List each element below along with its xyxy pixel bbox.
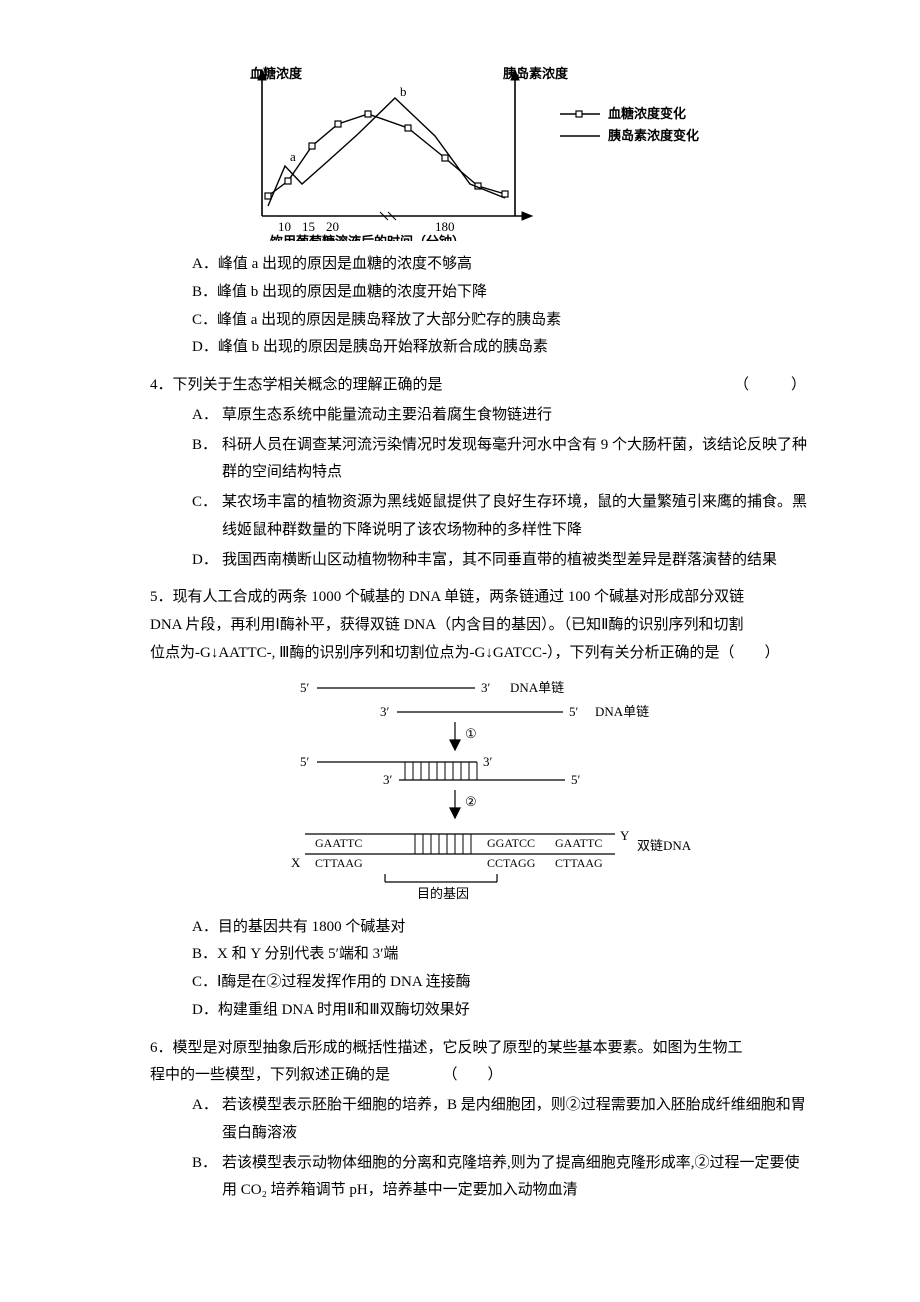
chart1-xtick-1: 15 — [302, 219, 315, 234]
c2-seq-bl: CTTAAG — [315, 856, 363, 870]
q3-figure: 血糖浓度 胰岛素浓度 10 15 20 180 饮用葡萄糖溶液后的时间（分钟） … — [240, 66, 810, 241]
q5-p1: 5．现有人工合成的两条 1000 个碱基的 DNA 单链，两条链通过 100 个… — [150, 584, 810, 612]
q5-option-a: A．目的基因共有 1800 个碱基对 — [192, 914, 810, 942]
q5-figure: 5′ 3′ DNA单链 3′ 5′ DNA单链 ① 5′ 3′ 3′ 5′ ② — [150, 674, 810, 904]
c2-seq-tm: GGATCC — [487, 836, 535, 850]
chart1-xtick-3: 180 — [435, 219, 455, 234]
chart1-legend-1: 胰岛素浓度变化 — [608, 128, 699, 143]
c2-seq-tr: GAATTC — [555, 836, 602, 850]
q4-option-d: D．我国西南横断山区动植物物种丰富，其不同垂直带的植被类型差异是群落演替的结果 — [192, 547, 810, 575]
q6-b-text: 若该模型表示动物体细胞的分离和克隆培养,则为了提高细胞克隆形成率,②过程一定要使… — [222, 1155, 800, 1199]
q6-option-b: B．若该模型表示动物体细胞的分离和克隆培养,则为了提高细胞克隆形成率,②过程一定… — [192, 1150, 810, 1206]
c2-ss-2: DNA单链 — [595, 704, 649, 719]
q4-b-text: 科研人员在调查某河流污染情况时发现每毫升河水中含有 9 个大肠杆菌，该结论反映了… — [222, 437, 807, 481]
q6-p2: 程中的一些模型，下列叙述正确的是 （ ） — [150, 1062, 810, 1090]
q4-c-text: 某农场丰富的植物资源为黑线姬鼠提供了良好生存环境，鼠的大量繁殖引来鹰的捕食。黑线… — [222, 494, 807, 538]
q6: 6．模型是对原型抽象后形成的概括性描述，它反映了原型的某些基本要素。如图为生物工… — [150, 1035, 810, 1206]
q4-option-c: C．某农场丰富的植物资源为黑线姬鼠提供了良好生存环境，鼠的大量繁殖引来鹰的捕食。… — [192, 489, 810, 545]
svg-text:3′: 3′ — [483, 754, 493, 769]
q3-options: A．峰值 a 出现的原因是血糖的浓度不够高 B．峰值 b 出现的原因是血糖的浓度… — [192, 251, 810, 362]
q6-p1: 6．模型是对原型抽象后形成的概括性描述，它反映了原型的某些基本要素。如图为生物工 — [150, 1035, 810, 1063]
c2-ss-1: DNA单链 — [510, 680, 564, 695]
svg-text:5′: 5′ — [571, 772, 581, 787]
c2-3p-1: 3′ — [380, 704, 390, 719]
q5-option-b: B．X 和 Y 分别代表 5′端和 3′端 — [192, 941, 810, 969]
chart1-svg: 血糖浓度 胰岛素浓度 10 15 20 180 饮用葡萄糖溶液后的时间（分钟） … — [240, 66, 710, 241]
c2-seq-br: CTTAAG — [555, 856, 603, 870]
c2-5p-1: 5′ — [300, 680, 310, 695]
c2-ds: 双链DNA — [637, 838, 692, 853]
q5-option-c: C．Ⅰ酶是在②过程发挥作用的 DNA 连接酶 — [192, 969, 810, 997]
q3-option-a: A．峰值 a 出现的原因是血糖的浓度不够高 — [192, 251, 810, 279]
q5-p2: DNA 片段，再利用Ⅰ酶补平，获得双链 DNA（内含目的基因）。（已知Ⅱ酶的识别… — [150, 612, 810, 640]
c2-step1: ① — [465, 726, 477, 741]
q4-paren: （ ） — [734, 372, 810, 400]
chart1-xtick-2: 20 — [326, 219, 339, 234]
q3-option-b: B．峰值 b 出现的原因是血糖的浓度开始下降 — [192, 279, 810, 307]
q6-a-text: 若该模型表示胚胎干细胞的培养，B 是内细胞团，则②过程需要加入胚胎成纤维细胞和胃… — [222, 1097, 806, 1141]
c2-step2: ② — [465, 794, 477, 809]
q4-d-text: 我国西南横断山区动植物物种丰富，其不同垂直带的植被类型差异是群落演替的结果 — [222, 552, 777, 568]
c2-target: 目的基因 — [417, 886, 469, 901]
q5-option-d: D．构建重组 DNA 时用Ⅱ和Ⅲ双酶切效果好 — [192, 997, 810, 1025]
chart1-label-b: b — [400, 84, 407, 99]
chart1-yright-label: 胰岛素浓度 — [503, 66, 569, 81]
svg-text:5′: 5′ — [300, 754, 310, 769]
q4: 4．下列关于生态学相关概念的理解正确的是 （ ） A．草原生态系统中能量流动主要… — [150, 372, 810, 574]
q6-option-a: A．若该模型表示胚胎干细胞的培养，B 是内细胞团，则②过程需要加入胚胎成纤维细胞… — [192, 1092, 810, 1148]
q4-a-text: 草原生态系统中能量流动主要沿着腐生食物链进行 — [222, 407, 552, 423]
chart2-svg: 5′ 3′ DNA单链 3′ 5′ DNA单链 ① 5′ 3′ 3′ 5′ ② — [265, 674, 695, 904]
svg-text:3′: 3′ — [481, 680, 491, 695]
chart1-yleft-label: 血糖浓度 — [250, 66, 303, 81]
c2-x: X — [291, 855, 301, 870]
q4-option-a: A．草原生态系统中能量流动主要沿着腐生食物链进行 — [192, 402, 810, 430]
c2-y: Y — [620, 828, 630, 843]
q5-p3: 位点为-G↓AATTC-, Ⅲ酶的识别序列和切割位点为-G↓GATCC-），下列… — [150, 640, 810, 668]
q3-option-d: D．峰值 b 出现的原因是胰岛开始释放新合成的胰岛素 — [192, 334, 810, 362]
svg-text:5′: 5′ — [569, 704, 579, 719]
q4-option-b: B．科研人员在调查某河流污染情况时发现每毫升河水中含有 9 个大肠杆菌，该结论反… — [192, 432, 810, 488]
c2-seq-tl: GAATTC — [315, 836, 362, 850]
chart1-legend-0: 血糖浓度变化 — [608, 106, 686, 121]
c2-seq-bm: CCTAGG — [487, 856, 536, 870]
chart1-label-a: a — [290, 149, 296, 164]
q5: 5．现有人工合成的两条 1000 个碱基的 DNA 单链，两条链通过 100 个… — [150, 584, 810, 1024]
chart1-xtick-0: 10 — [278, 219, 291, 234]
q4-stem: 4．下列关于生态学相关概念的理解正确的是 — [150, 377, 443, 393]
svg-text:3′: 3′ — [383, 772, 393, 787]
q3-option-c: C．峰值 a 出现的原因是胰岛释放了大部分贮存的胰岛素 — [192, 307, 810, 335]
chart1-xlabel: 饮用葡萄糖溶液后的时间（分钟） — [269, 234, 465, 241]
